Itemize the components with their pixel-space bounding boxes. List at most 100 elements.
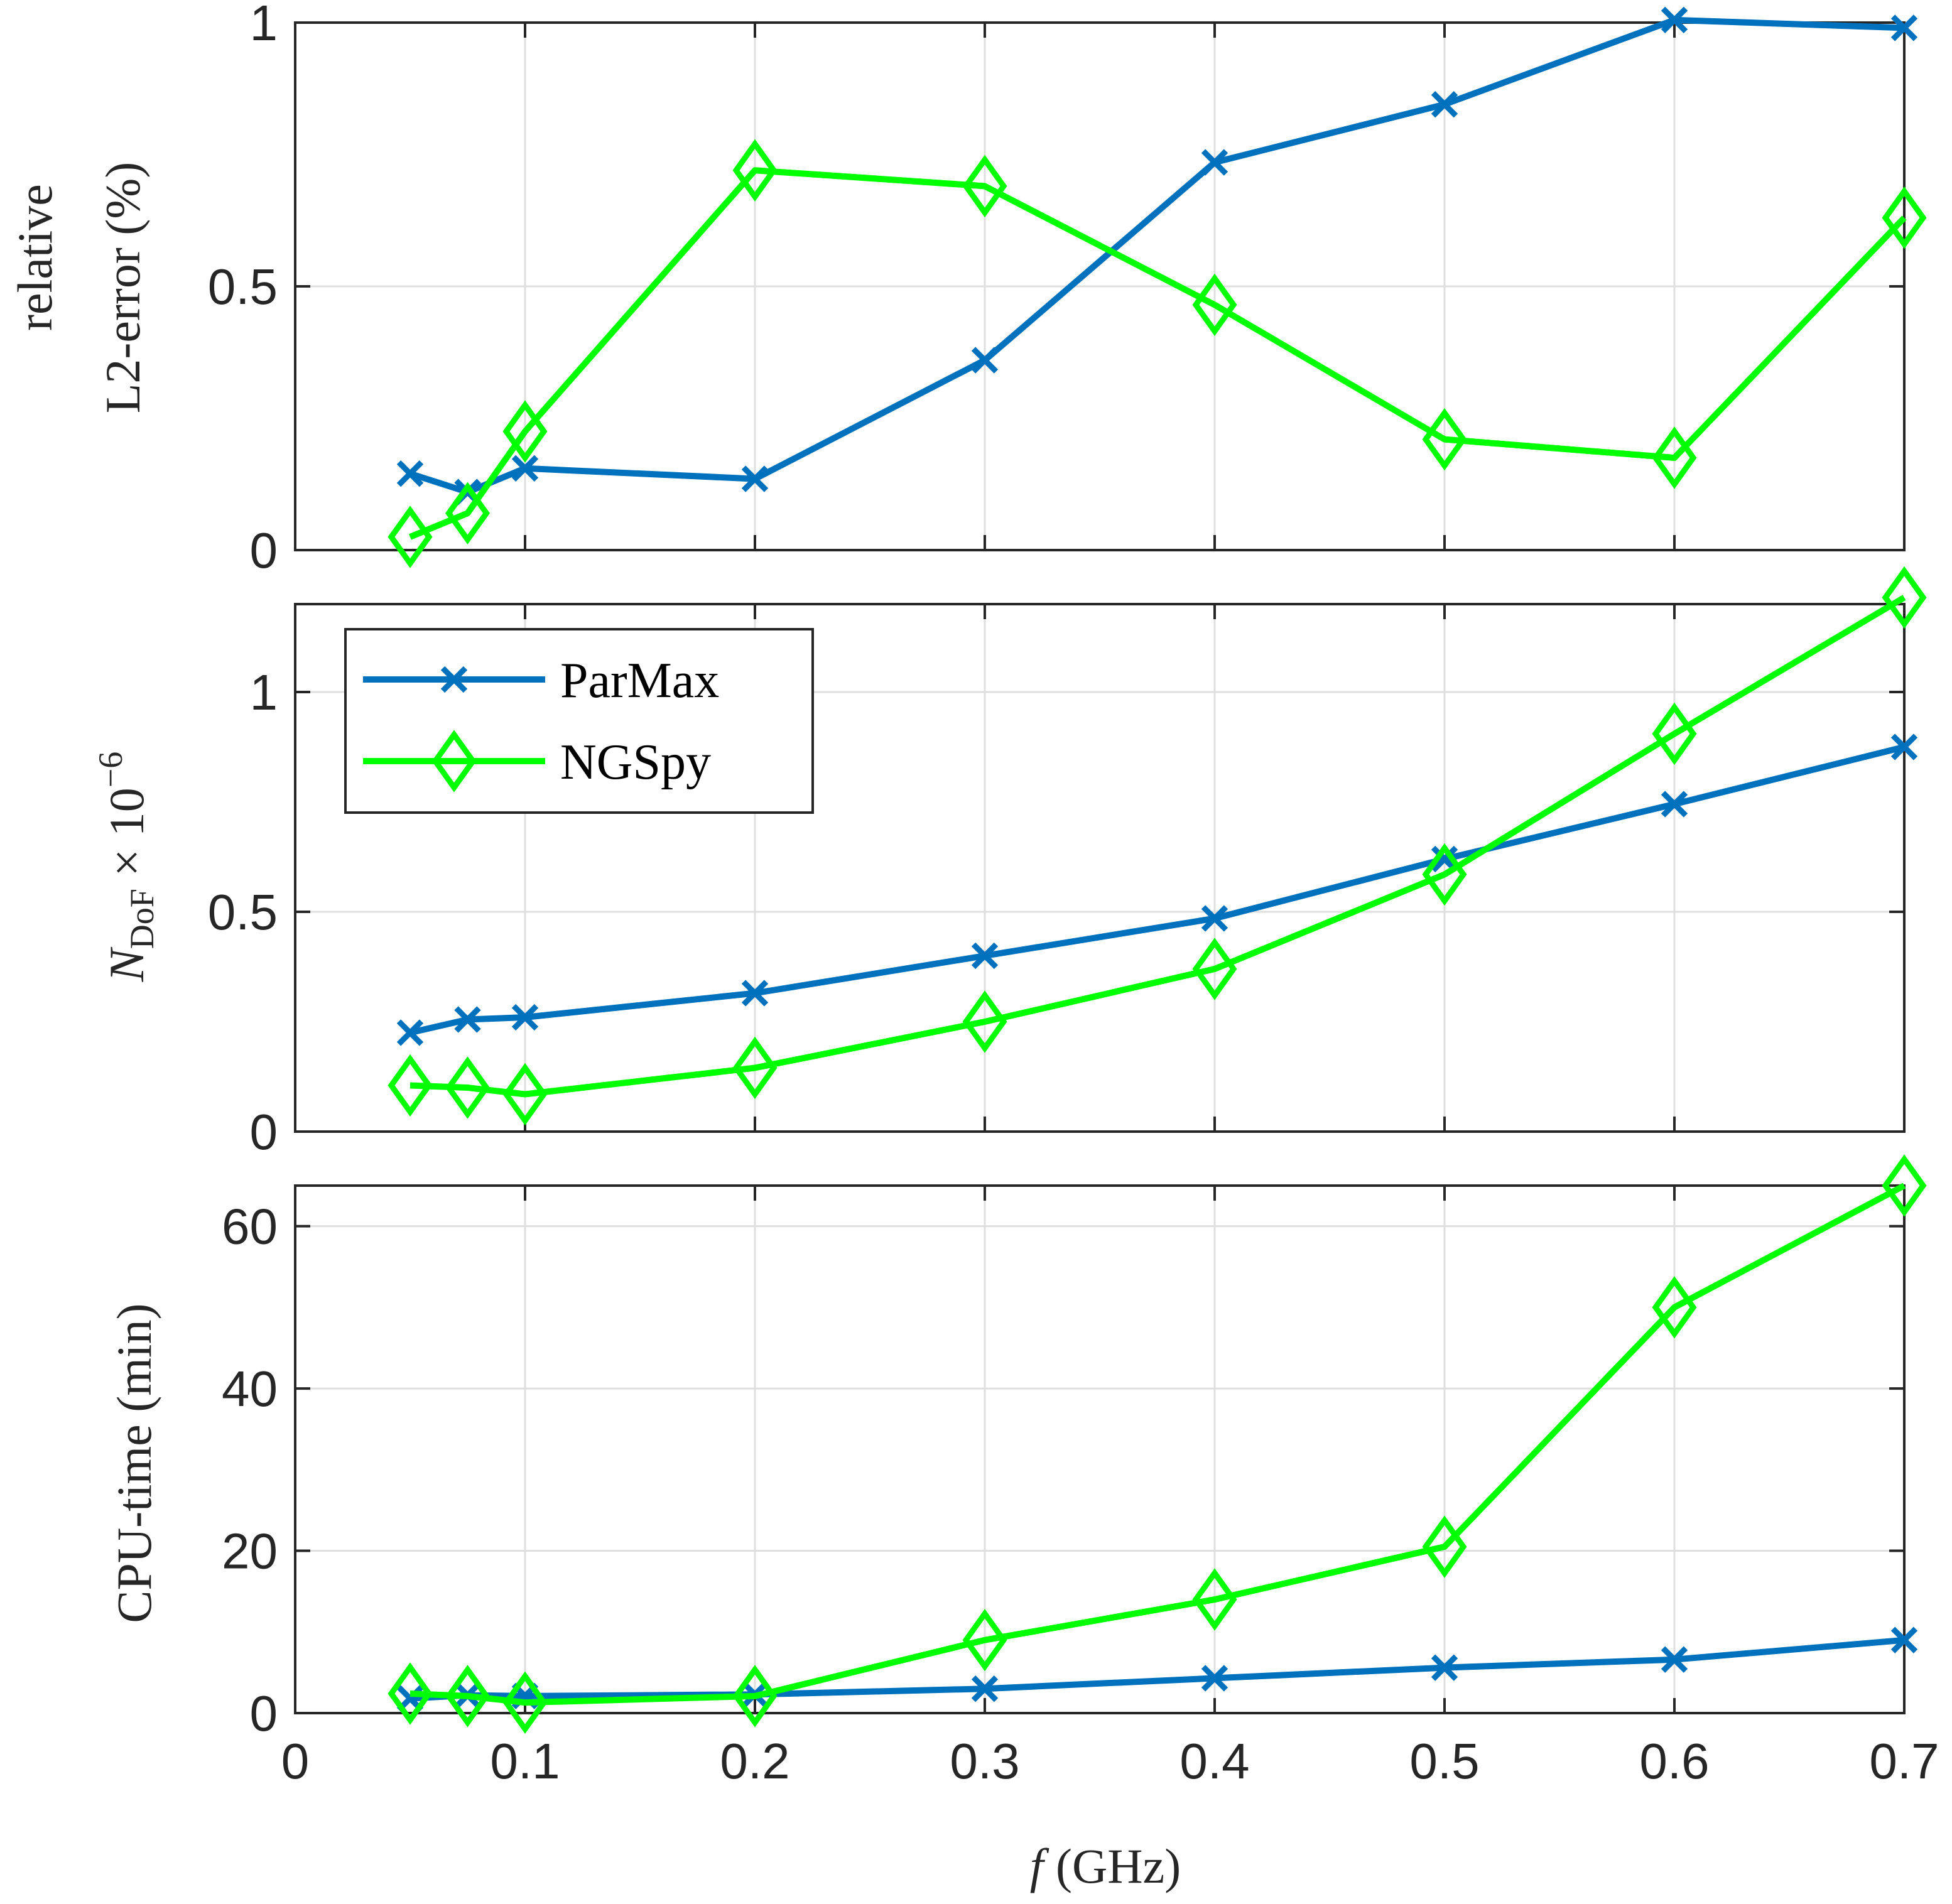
- bottom-ngspy-point-6: [1422, 1515, 1467, 1578]
- bottom-axes-box: [294, 1184, 1906, 1714]
- xtick-label-3: 0.3: [950, 1733, 1019, 1789]
- legend-marker-ngspy-glyph-shape: [431, 730, 477, 792]
- top-parmax-point-0: [396, 460, 424, 487]
- top-parmax-point-3-shape: [741, 465, 769, 492]
- top-ngspy-point-0: [388, 506, 433, 568]
- middle-axes-box: [294, 603, 1906, 1133]
- top-ylabel-line2: L2-error (%): [95, 162, 150, 414]
- top-parmax-point-7-shape: [1661, 6, 1688, 33]
- middle-ngspy-point-5-shape: [1192, 938, 1237, 1000]
- bottom-ngspy-point-3: [732, 1665, 778, 1728]
- middle-ytick-label-2: 1: [250, 664, 278, 720]
- bottom-ngspy-point-2: [502, 1671, 548, 1734]
- bottom-ytick-label-3: 60: [222, 1199, 278, 1255]
- bottom-parmax-point-4-shape: [971, 1675, 999, 1702]
- middle-parmax-point-1: [454, 1006, 481, 1033]
- top-parmax-point-8-shape: [1890, 14, 1918, 41]
- top-ngspy-point-7: [1652, 426, 1697, 489]
- bottom-parmax-point-6: [1431, 1654, 1458, 1681]
- middle-ytick-label-1: 0.5: [208, 884, 278, 940]
- middle-ngspy-point-8: [1882, 566, 1927, 629]
- top-parmax-point-7: [1661, 6, 1688, 33]
- top-ngspy-point-6: [1422, 408, 1467, 471]
- bottom-ngspy-point-5: [1192, 1568, 1237, 1631]
- top-ngspy-point-0-shape: [388, 506, 433, 568]
- top-series-line-parmax: [409, 16, 1905, 495]
- top-ngspy-point-7-shape: [1652, 426, 1697, 489]
- bottom-ytick-label-0: 0: [250, 1685, 278, 1741]
- bottom-ngspy-point-8: [1882, 1154, 1927, 1217]
- bottom-parmax-point-7-shape: [1661, 1646, 1688, 1673]
- bottom-parmax-point-8: [1890, 1626, 1918, 1653]
- middle-ytick-label-0: 0: [250, 1104, 278, 1160]
- bottom-ylabel: CPU-time (min): [107, 1303, 161, 1623]
- middle-ngspy-point-0: [388, 1054, 433, 1117]
- middle-ngspy-point-5: [1192, 938, 1237, 1000]
- middle-parmax-point-4-shape: [971, 942, 999, 970]
- middle-ylabel-rest: × 10: [99, 787, 154, 889]
- middle-parmax-point-3: [741, 980, 769, 1007]
- middle-ngspy-point-6-shape: [1422, 843, 1467, 906]
- top-ytick-label-1: 0.5: [208, 259, 278, 315]
- middle-ylabel-main: N: [99, 946, 154, 982]
- top-ngspy-point-8-shape: [1882, 187, 1927, 249]
- top-panel: 00.51: [208, 0, 1927, 578]
- top-parmax-point-2-shape: [511, 455, 539, 482]
- middle-parmax-point-0: [396, 1019, 424, 1046]
- middle-ngspy-point-3: [732, 1036, 778, 1100]
- xtick-label-4: 0.4: [1179, 1733, 1249, 1789]
- top-parmax-point-5: [1201, 149, 1228, 176]
- bottom-series-line-ngspy: [409, 1182, 1906, 1706]
- legend-marker-parmax: [440, 666, 468, 693]
- top-ngspy-point-1-shape: [445, 482, 491, 544]
- top-ngspy-point-3: [732, 139, 778, 202]
- middle-ngspy-point-0-shape: [388, 1054, 433, 1117]
- middle-ngspy-point-4-shape: [962, 990, 1007, 1053]
- middle-ngspy-point-6: [1422, 843, 1467, 906]
- top-ngspy-point-4: [962, 154, 1007, 218]
- top-ngspy-point-2-shape: [502, 400, 548, 463]
- top-parmax-point-0-shape: [396, 460, 424, 487]
- middle-parmax-point-2: [511, 1003, 539, 1031]
- middle-ylabel-sup: −6: [92, 752, 129, 787]
- middle-parmax-point-0-shape: [396, 1019, 424, 1046]
- middle-ngspy-point-1-shape: [445, 1056, 491, 1119]
- bottom-ngspy-point-7-shape: [1652, 1276, 1697, 1339]
- middle-ylabel: NDoF × 10−6: [92, 752, 161, 983]
- middle-parmax-point-7: [1661, 791, 1688, 818]
- middle-parmax-point-5-shape: [1201, 905, 1228, 932]
- middle-ngspy-point-1: [445, 1056, 491, 1119]
- top-parmax-point-6: [1431, 91, 1458, 118]
- top-parmax-point-4: [971, 347, 999, 374]
- legend-marker-ngspy: [431, 730, 477, 792]
- middle-ngspy-point-7-shape: [1652, 702, 1697, 765]
- middle-ngspy-point-2: [502, 1063, 548, 1126]
- bottom-ngspy-point-8-shape: [1882, 1154, 1927, 1217]
- legend-label-ngspy: NGSpy: [560, 735, 711, 790]
- xtick-label-5: 0.5: [1409, 1733, 1479, 1789]
- bottom-ngspy-point-7: [1652, 1276, 1697, 1339]
- middle-parmax-point-8-shape: [1890, 733, 1918, 760]
- top-ytick-label-2: 1: [250, 0, 278, 51]
- top-series-line-ngspy: [409, 167, 1907, 540]
- bottom-ngspy-point-3-shape: [732, 1665, 778, 1728]
- xtick-label-0: 0: [281, 1733, 310, 1789]
- top-parmax-point-6-shape: [1431, 91, 1458, 118]
- legend: ParMax NGSpy: [344, 628, 814, 814]
- top-ngspy-point-8: [1882, 187, 1927, 249]
- bottom-ytick-label-2: 40: [222, 1361, 278, 1417]
- middle-parmax-point-1-shape: [454, 1006, 481, 1033]
- xtick-label-1: 0.1: [490, 1733, 560, 1789]
- bottom-parmax-point-5: [1201, 1665, 1228, 1692]
- bottom-parmax-point-6-shape: [1431, 1654, 1458, 1681]
- top-ngspy-point-5: [1192, 273, 1237, 337]
- top-ngspy-point-3-shape: [732, 139, 778, 202]
- top-ylabel-line1: relative: [8, 184, 62, 331]
- legend-marker-parmax-glyph-shape: [440, 666, 468, 693]
- bottom-parmax-point-8-shape: [1890, 1626, 1918, 1653]
- legend-box: [344, 628, 814, 814]
- middle-ngspy-point-2-shape: [502, 1063, 548, 1126]
- top-parmax-point-8: [1890, 14, 1918, 41]
- middle-parmax-point-2-shape: [511, 1003, 539, 1031]
- bottom-ngspy-point-1: [445, 1665, 491, 1728]
